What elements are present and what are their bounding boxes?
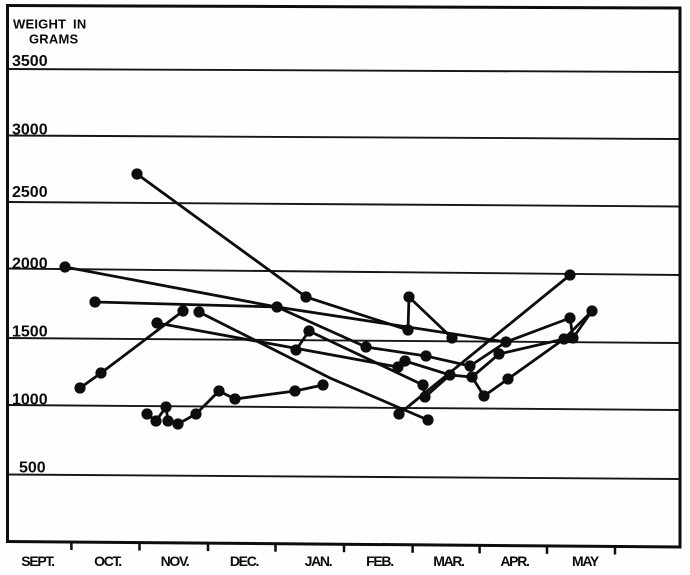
svg-text:SEPT.: SEPT. [21, 553, 54, 569]
svg-text:DEC.: DEC. [230, 553, 259, 569]
svg-text:2000: 2000 [12, 256, 48, 273]
svg-text:500: 500 [19, 460, 46, 477]
svg-text:1500: 1500 [12, 324, 48, 341]
svg-text:FEB.: FEB. [366, 553, 393, 569]
svg-text:MAR.: MAR. [433, 553, 464, 569]
svg-text:WEIGHT IN: WEIGHT IN [13, 17, 86, 32]
svg-text:2500: 2500 [12, 184, 48, 201]
svg-text:NOV.: NOV. [161, 553, 189, 569]
svg-text:3000: 3000 [12, 122, 48, 139]
svg-text:GRAMS: GRAMS [29, 32, 79, 47]
svg-text:1000: 1000 [12, 392, 48, 409]
svg-text:3500: 3500 [12, 53, 48, 70]
svg-text:APR.: APR. [500, 553, 529, 569]
svg-text:MAY: MAY [572, 553, 600, 569]
svg-text:JAN.: JAN. [305, 553, 332, 569]
svg-text:OCT.: OCT. [94, 553, 121, 569]
